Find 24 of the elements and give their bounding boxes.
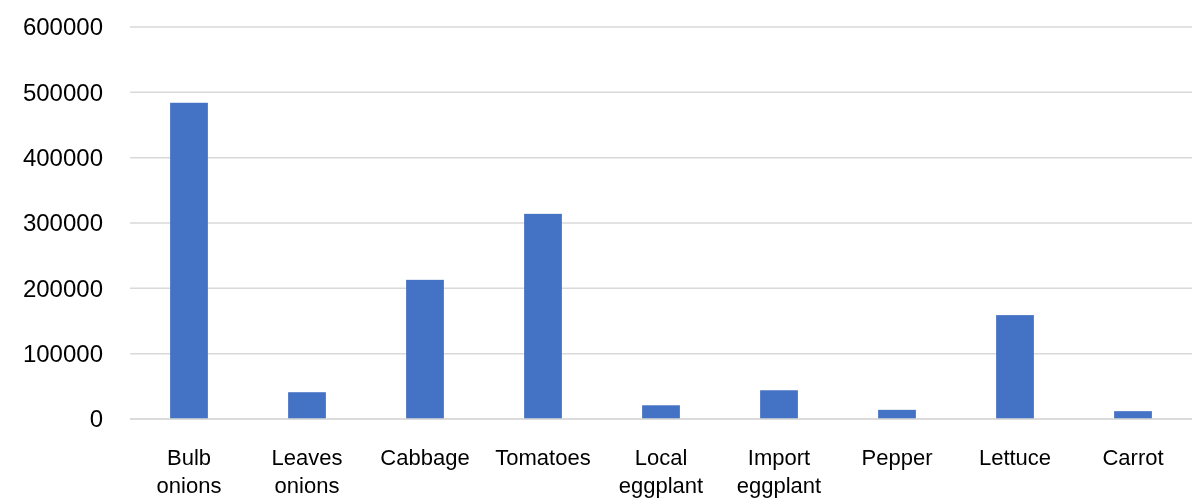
x-tick-label: Cabbage [380,445,470,470]
x-tick-label: Lettuce [978,445,1052,470]
bar [996,315,1034,419]
y-tick-label: 200000 [22,274,103,302]
x-tick-label: Tomatoes [495,445,591,470]
y-tick-label: 100000 [22,340,103,368]
x-tick-label: Bulb onions [156,445,222,498]
bar [524,213,562,419]
y-tick-label: 300000 [22,209,103,237]
x-tick-label: Import eggplant [736,445,822,498]
bar [642,405,680,419]
bar [1114,411,1152,419]
bar [760,390,798,419]
x-tick-label: Carrot [1102,445,1164,470]
y-tick-label: 0 [89,405,103,433]
bar [170,102,208,419]
x-tick-label: Local eggplant [618,445,704,498]
x-tick-label: Leaves onions [271,445,343,498]
bar [406,279,444,419]
y-tick-label: 600000 [22,13,103,41]
y-tick-label: 400000 [22,144,103,172]
y-tick-label: 500000 [22,78,103,106]
x-tick-label: Pepper [861,445,933,470]
bar [288,392,326,419]
